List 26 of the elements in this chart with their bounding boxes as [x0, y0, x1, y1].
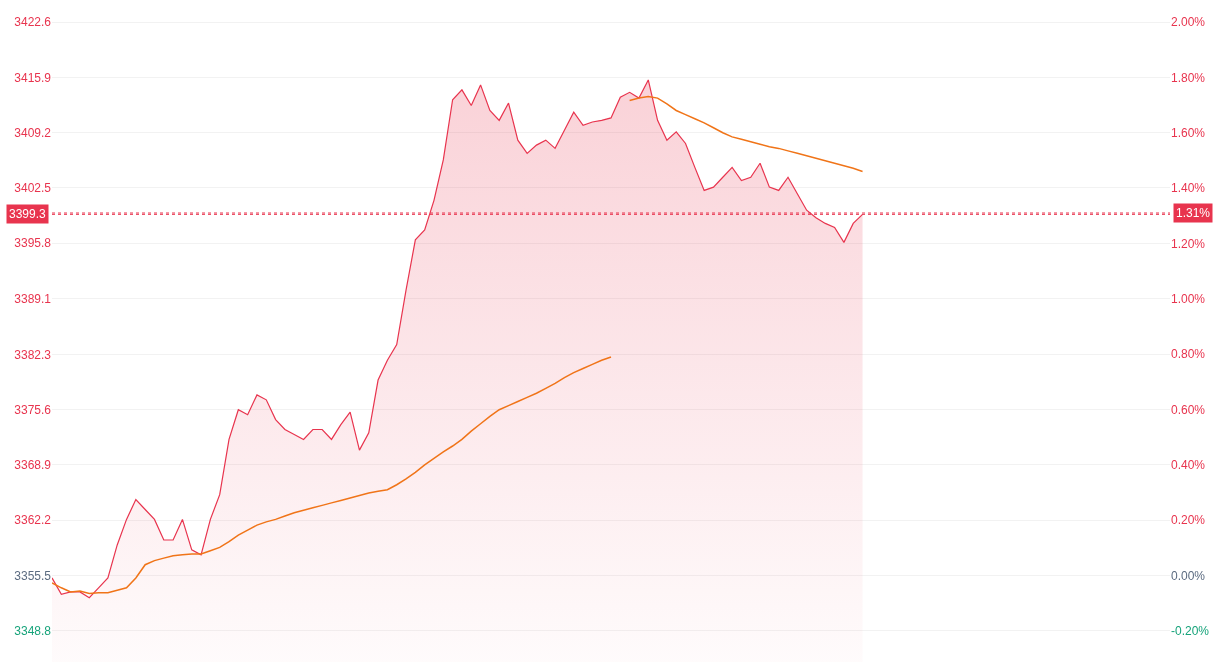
y-tick-label: 3368.9	[14, 458, 52, 473]
y2-tick-label: 1.60%	[1171, 125, 1206, 140]
y2-tick-label: 0.00%	[1171, 568, 1206, 583]
y2-tick-label: 1.20%	[1171, 236, 1206, 251]
y-tick-label: 3355.5	[14, 568, 52, 583]
y2-tick-label: 0.20%	[1171, 513, 1206, 528]
y2-tick-label: 0.60%	[1171, 402, 1206, 417]
ref-line-label: 1.31%	[1176, 206, 1211, 220]
ref-line-label: 3399.3	[9, 207, 47, 221]
y-tick-label: 3402.5	[14, 181, 52, 196]
y-tick-label: 3409.2	[14, 125, 52, 140]
y-tick-label: 3415.9	[14, 70, 52, 85]
y-tick-label: 3422.6	[14, 15, 52, 30]
y-tick-label: 3382.3	[14, 347, 52, 362]
y-tick-label: 3389.1	[14, 291, 52, 306]
y-tick-label: 3362.2	[14, 513, 52, 528]
y-tick-label: 3348.8	[14, 623, 52, 638]
y2-tick-label: 1.80%	[1171, 70, 1206, 85]
y2-tick-label: 1.00%	[1171, 291, 1206, 306]
y2-tick-label: 1.40%	[1171, 181, 1206, 196]
y2-tick-label: 0.40%	[1171, 457, 1206, 472]
y2-tick-label: 0.80%	[1171, 347, 1206, 362]
y2-tick-label: 2.00%	[1171, 15, 1206, 30]
y-tick-label: 3395.8	[14, 236, 52, 251]
y-tick-label: 3375.6	[14, 402, 52, 417]
y2-tick-label: -0.20%	[1171, 623, 1210, 638]
